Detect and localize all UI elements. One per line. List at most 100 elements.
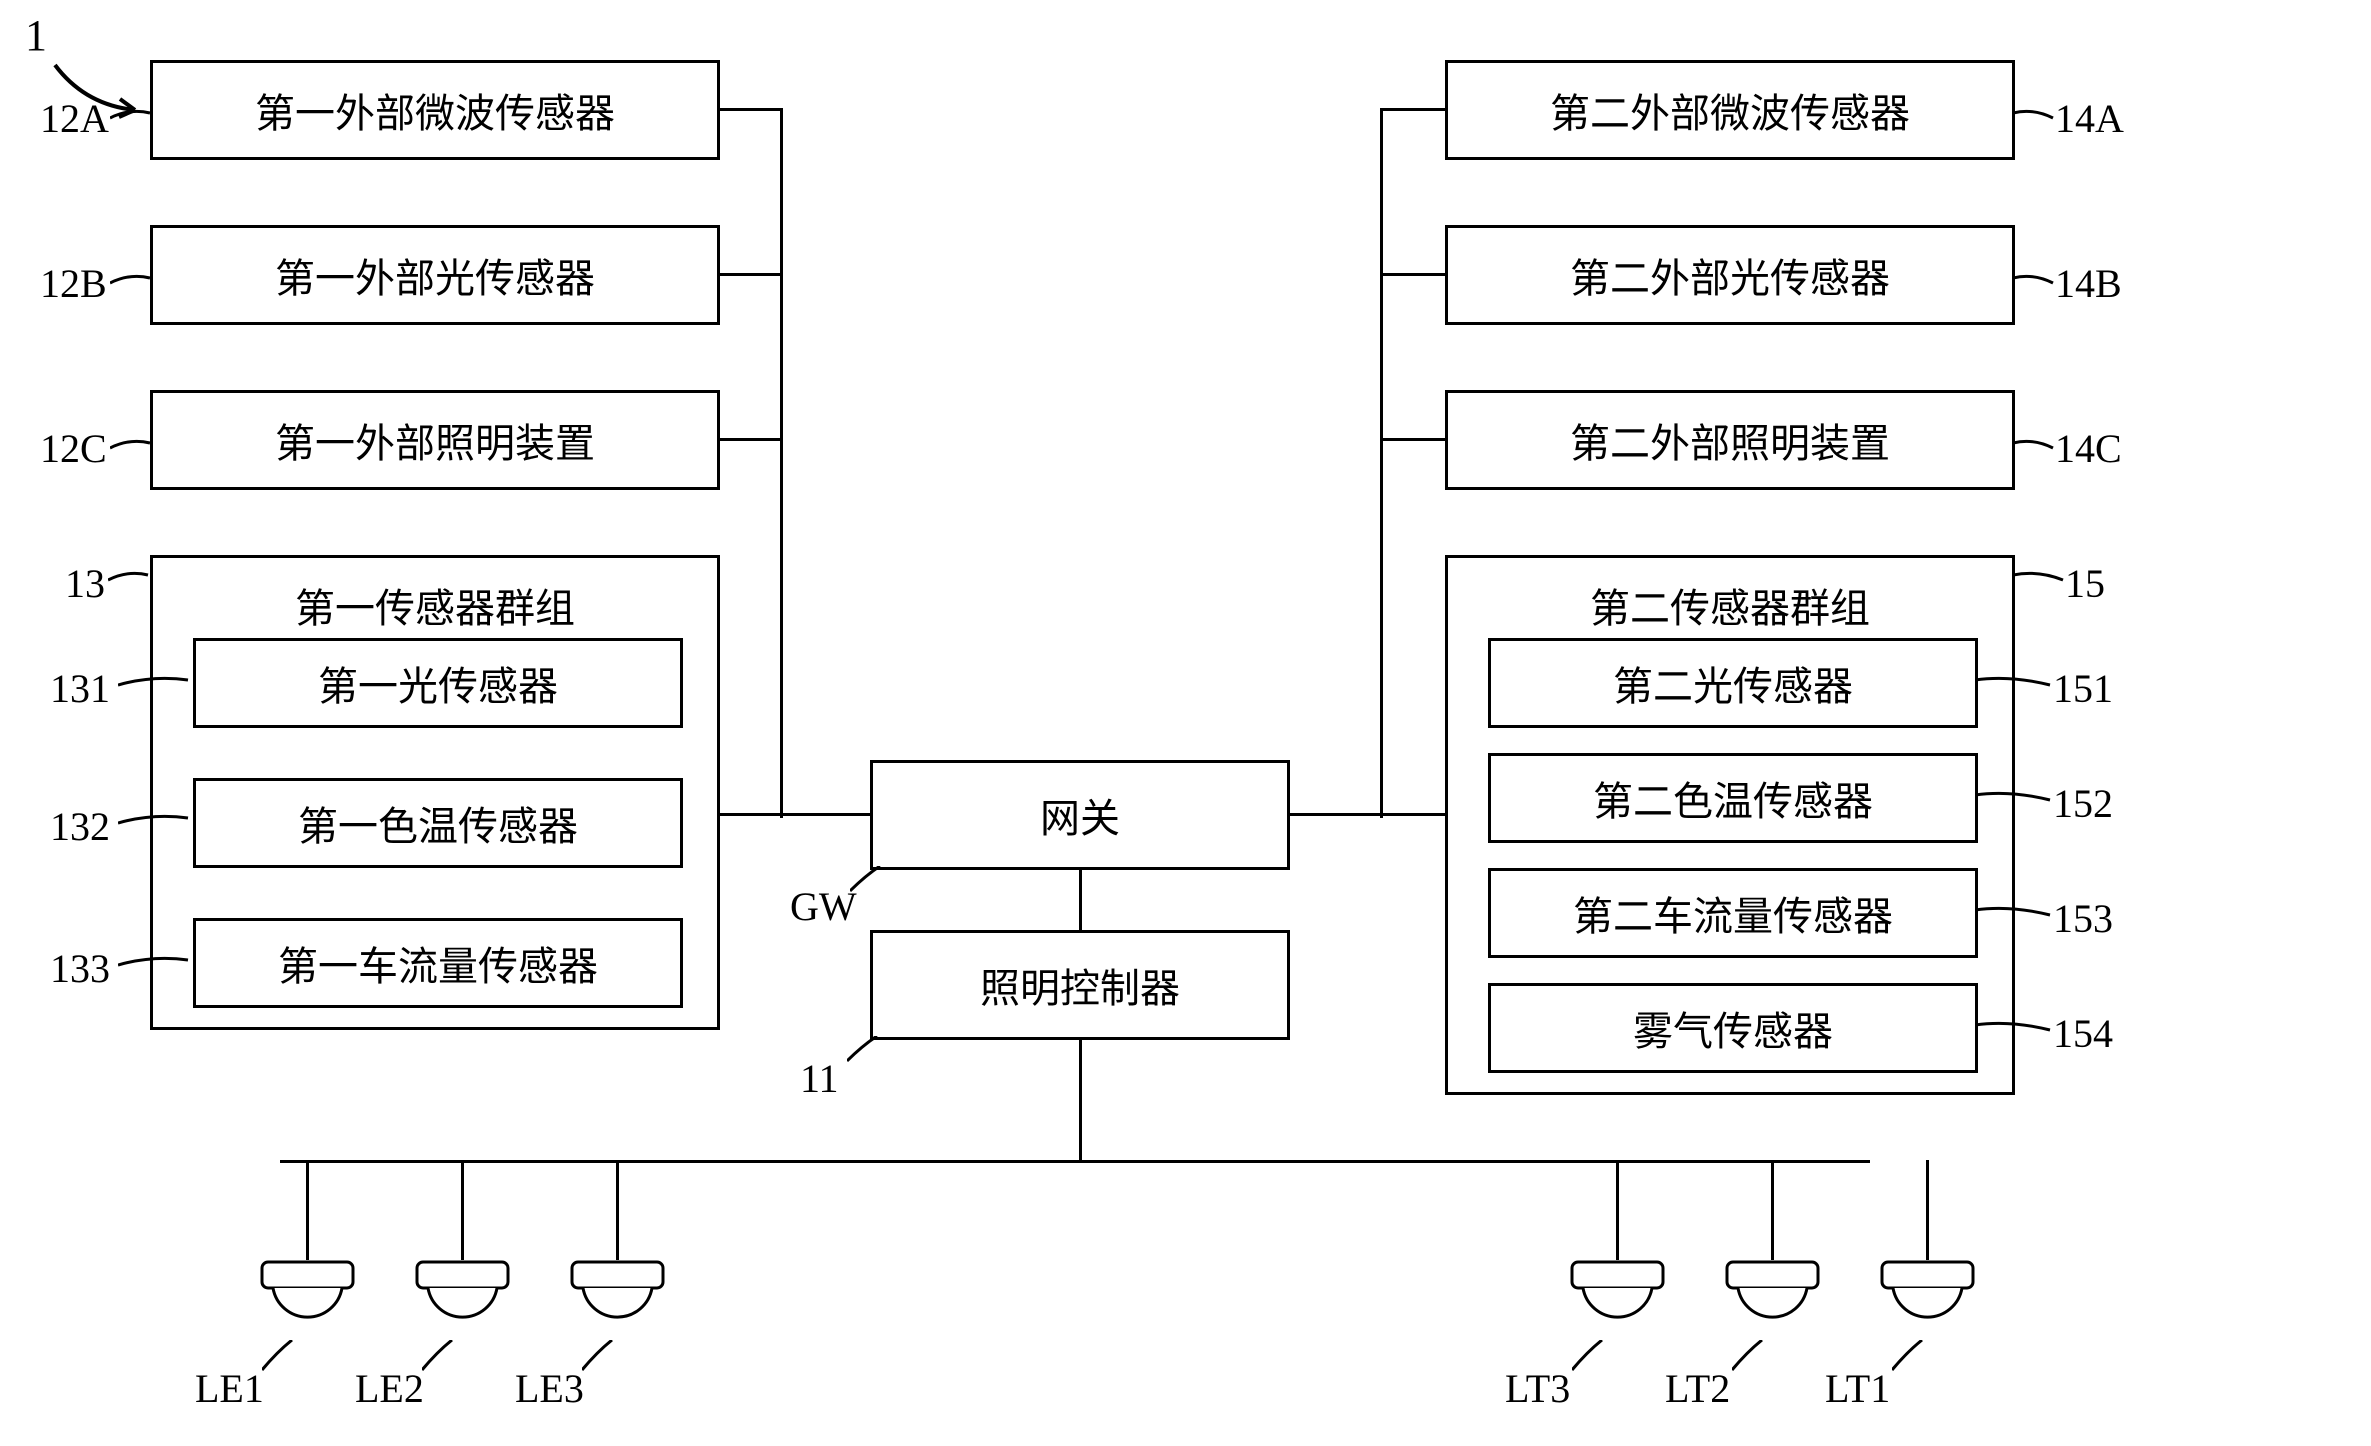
- left-trunk: [780, 108, 783, 818]
- ref-131: 131: [50, 665, 110, 712]
- drop-lt1: [1926, 1160, 1929, 1260]
- ref-15: 15: [2065, 560, 2105, 607]
- conn-12c: [720, 438, 783, 441]
- lamp-le2: [415, 1260, 510, 1335]
- box-left-12b: 第一外部光传感器: [150, 225, 720, 325]
- box-text: 网关: [1040, 786, 1120, 844]
- box-153: 第二车流量传感器: [1488, 868, 1978, 958]
- lead-11: [847, 1036, 887, 1071]
- box-left-12a: 第一外部微波传感器: [150, 60, 720, 160]
- ref-13: 13: [65, 560, 105, 607]
- box-text: 第一色温传感器: [298, 794, 578, 852]
- ref-14b: 14B: [2055, 260, 2122, 307]
- box-text: 第一外部照明装置: [275, 411, 595, 469]
- box-text: 第二车流量传感器: [1573, 884, 1893, 942]
- lead-154: [1975, 1020, 2055, 1045]
- ref-154: 154: [2053, 1010, 2113, 1057]
- lead-131: [118, 675, 193, 700]
- lead-14c: [2013, 438, 2058, 463]
- group-15: 第二传感器群组 第二光传感器 第二色温传感器 第二车流量传感器 雾气传感器: [1445, 555, 2015, 1095]
- box-text: 第二色温传感器: [1593, 769, 1873, 827]
- box-text: 照明控制器: [980, 956, 1180, 1014]
- box-gateway: 网关: [870, 760, 1290, 870]
- left-to-gateway: [780, 813, 870, 816]
- box-right-14a: 第二外部微波传感器: [1445, 60, 2015, 160]
- ref-gw: GW: [790, 883, 857, 930]
- box-131: 第一光传感器: [193, 638, 683, 728]
- diagram-canvas: 1 第一外部微波传感器 12A 第一外部光传感器 12B 第一外部照明装置 12…: [0, 0, 2371, 1446]
- box-text: 第二外部照明装置: [1570, 411, 1890, 469]
- box-text: 雾气传感器: [1633, 999, 1833, 1057]
- ref-133: 133: [50, 945, 110, 992]
- conn-14b: [1380, 273, 1445, 276]
- lamp-lt3: [1570, 1260, 1665, 1335]
- box-controller: 照明控制器: [870, 930, 1290, 1040]
- box-text: 第二外部光传感器: [1570, 246, 1890, 304]
- drop-le3: [616, 1160, 619, 1260]
- system-ref-label: 1: [25, 10, 47, 61]
- lead-14a: [2013, 108, 2058, 133]
- gw-to-controller: [1079, 870, 1082, 930]
- lead-le1: [262, 1340, 302, 1380]
- box-151: 第二光传感器: [1488, 638, 1978, 728]
- ref-12a: 12A: [40, 95, 109, 142]
- lead-13: [108, 570, 153, 595]
- ref-11: 11: [800, 1055, 839, 1102]
- box-text: 第一光传感器: [318, 654, 558, 712]
- drop-lt3: [1616, 1160, 1619, 1260]
- box-text: 第一外部光传感器: [275, 246, 595, 304]
- lead-133: [118, 955, 193, 980]
- box-left-12c: 第一外部照明装置: [150, 390, 720, 490]
- lead-12b: [110, 273, 155, 298]
- lead-151: [1975, 675, 2055, 700]
- ref-14a: 14A: [2055, 95, 2124, 142]
- ref-le1: LE1: [195, 1365, 264, 1412]
- lead-lt3: [1572, 1340, 1612, 1380]
- ref-152: 152: [2053, 780, 2113, 827]
- right-trunk: [1380, 108, 1383, 818]
- lamp-bus: [280, 1160, 1870, 1163]
- controller-down: [1079, 1040, 1082, 1163]
- right-to-gateway: [1290, 813, 1383, 816]
- box-132: 第一色温传感器: [193, 778, 683, 868]
- ref-132: 132: [50, 803, 110, 850]
- conn-12b: [720, 273, 783, 276]
- lead-15: [2013, 570, 2068, 595]
- lead-153: [1975, 905, 2055, 930]
- conn-14a: [1380, 108, 1445, 111]
- lead-le2: [422, 1340, 462, 1380]
- lamp-lt1: [1880, 1260, 1975, 1335]
- box-text: 第二外部微波传感器: [1550, 81, 1910, 139]
- lead-lt2: [1732, 1340, 1772, 1380]
- lead-le3: [582, 1340, 622, 1380]
- conn-14c: [1380, 438, 1445, 441]
- conn-15: [1380, 813, 1445, 816]
- box-154: 雾气传感器: [1488, 983, 1978, 1073]
- lead-132: [118, 813, 193, 838]
- lamp-le1: [260, 1260, 355, 1335]
- ref-153: 153: [2053, 895, 2113, 942]
- drop-le1: [306, 1160, 309, 1260]
- ref-14c: 14C: [2055, 425, 2122, 472]
- conn-12a: [720, 108, 783, 111]
- lead-12a: [110, 108, 155, 133]
- lead-12c: [110, 438, 155, 463]
- box-133: 第一车流量传感器: [193, 918, 683, 1008]
- ref-12b: 12B: [40, 260, 107, 307]
- ref-lt2: LT2: [1665, 1365, 1730, 1412]
- ref-le3: LE3: [515, 1365, 584, 1412]
- box-text: 第二光传感器: [1613, 654, 1853, 712]
- box-right-14c: 第二外部照明装置: [1445, 390, 2015, 490]
- drop-le2: [461, 1160, 464, 1260]
- lead-14b: [2013, 273, 2058, 298]
- lead-gw: [850, 866, 890, 901]
- conn-13: [720, 813, 783, 816]
- ref-12c: 12C: [40, 425, 107, 472]
- box-152: 第二色温传感器: [1488, 753, 1978, 843]
- box-text: 第一外部微波传感器: [255, 81, 615, 139]
- box-text: 第一车流量传感器: [278, 934, 598, 992]
- ref-151: 151: [2053, 665, 2113, 712]
- ref-le2: LE2: [355, 1365, 424, 1412]
- ref-lt1: LT1: [1825, 1365, 1890, 1412]
- lamp-le3: [570, 1260, 665, 1335]
